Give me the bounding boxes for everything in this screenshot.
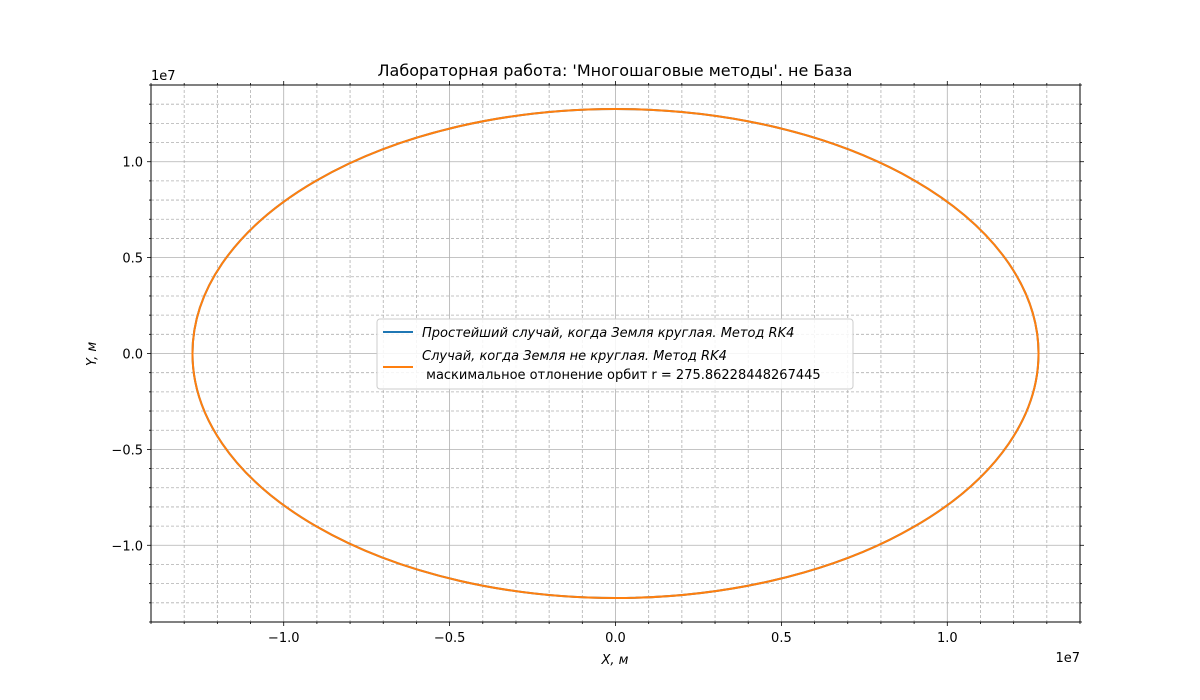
series-layer <box>191 107 1040 600</box>
orbit-line-series-2 <box>191 107 1040 600</box>
chart-title: Лабораторная работа: 'Многошаговые метод… <box>378 61 853 80</box>
y-tick-label: 1.0 <box>122 156 143 171</box>
y-axis-label: Y, м <box>85 342 100 367</box>
y-tick-label: −0.5 <box>111 443 143 458</box>
y-tick-label: 0.5 <box>122 252 143 267</box>
x-tick-label: 0.0 <box>605 631 626 646</box>
legend-label-series-2: Случай, когда Земля не круглая. Метод RK… <box>422 349 727 364</box>
legend-box <box>376 318 854 390</box>
y-tick-label: −1.0 <box>111 539 143 554</box>
y-tick-label: 0.0 <box>122 348 143 363</box>
x-tick-label: −1.0 <box>268 631 300 646</box>
x-tick-label: −0.5 <box>434 631 466 646</box>
x-offset-text: 1e7 <box>1055 651 1080 666</box>
legend: Простейший случай, когда Земля круглая. … <box>376 318 854 390</box>
legend-label-series-1: Простейший случай, когда Земля круглая. … <box>422 326 794 341</box>
x-axis-label: X, м <box>601 653 629 668</box>
x-tick-label: 0.5 <box>771 631 792 646</box>
legend-label-series-2-line2: маскимальное отлонение орбит r = 275.862… <box>422 368 821 383</box>
y-offset-text: 1e7 <box>151 69 176 84</box>
x-tick-label: 1.0 <box>937 631 958 646</box>
axis-ticks <box>147 81 1084 626</box>
axis-tick-labels: −1.0 −0.5 0.0 0.5 1.0 −1.0 −0.5 0.0 0.5 1.0 <box>111 156 957 646</box>
